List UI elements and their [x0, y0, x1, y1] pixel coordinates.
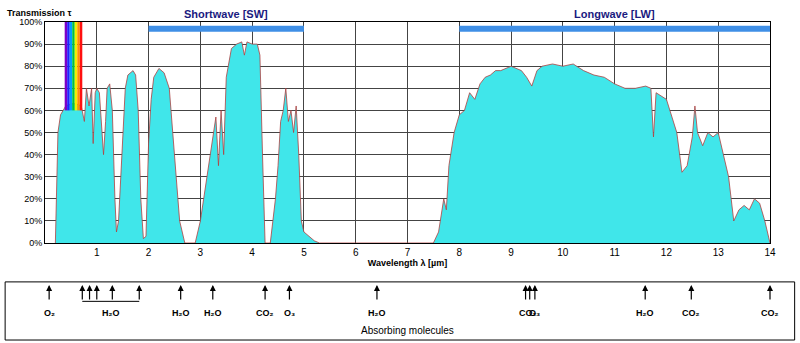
svg-text:40%: 40% [24, 150, 42, 160]
svg-text:30%: 30% [24, 172, 42, 182]
svg-text:Longwave [LW]: Longwave [LW] [574, 8, 655, 20]
svg-text:CO₂: CO₂ [761, 308, 779, 318]
svg-text:3: 3 [198, 247, 204, 258]
svg-text:13: 13 [713, 247, 725, 258]
svg-text:12: 12 [661, 247, 673, 258]
svg-text:CO₂: CO₂ [519, 308, 537, 318]
svg-text:H₂O: H₂O [636, 308, 654, 318]
svg-text:60%: 60% [24, 106, 42, 116]
svg-text:H₂O: H₂O [368, 308, 386, 318]
svg-text:8: 8 [457, 247, 463, 258]
svg-text:10%: 10% [24, 216, 42, 226]
svg-text:H₂O: H₂O [102, 308, 120, 318]
svg-text:10: 10 [557, 247, 569, 258]
svg-text:O₂: O₂ [44, 308, 55, 318]
svg-text:O₃: O₃ [284, 308, 295, 318]
svg-text:2: 2 [146, 247, 152, 258]
svg-text:5: 5 [301, 247, 307, 258]
svg-text:Transmission τ: Transmission τ [7, 8, 72, 18]
svg-text:14: 14 [764, 247, 776, 258]
svg-text:Absorbing molecules: Absorbing molecules [361, 325, 454, 336]
svg-text:O₃: O₃ [529, 308, 540, 318]
svg-text:1: 1 [94, 247, 100, 258]
svg-text:70%: 70% [24, 83, 42, 93]
svg-text:CO₂: CO₂ [256, 308, 274, 318]
svg-text:90%: 90% [24, 39, 42, 49]
svg-text:20%: 20% [24, 194, 42, 204]
svg-text:50%: 50% [24, 128, 42, 138]
svg-text:Wavelength λ [µm]: Wavelength λ [µm] [368, 258, 447, 268]
svg-text:0%: 0% [29, 238, 42, 248]
svg-text:H₂O: H₂O [172, 308, 190, 318]
svg-text:80%: 80% [24, 61, 42, 71]
svg-text:4: 4 [249, 247, 255, 258]
svg-text:100%: 100% [19, 17, 42, 27]
svg-text:Shortwave [SW]: Shortwave [SW] [184, 8, 268, 20]
svg-text:6: 6 [353, 247, 359, 258]
svg-text:9: 9 [508, 247, 514, 258]
svg-text:H₂O: H₂O [204, 308, 222, 318]
svg-text:11: 11 [609, 247, 620, 258]
svg-text:CO₂: CO₂ [682, 308, 700, 318]
svg-text:7: 7 [405, 247, 411, 258]
